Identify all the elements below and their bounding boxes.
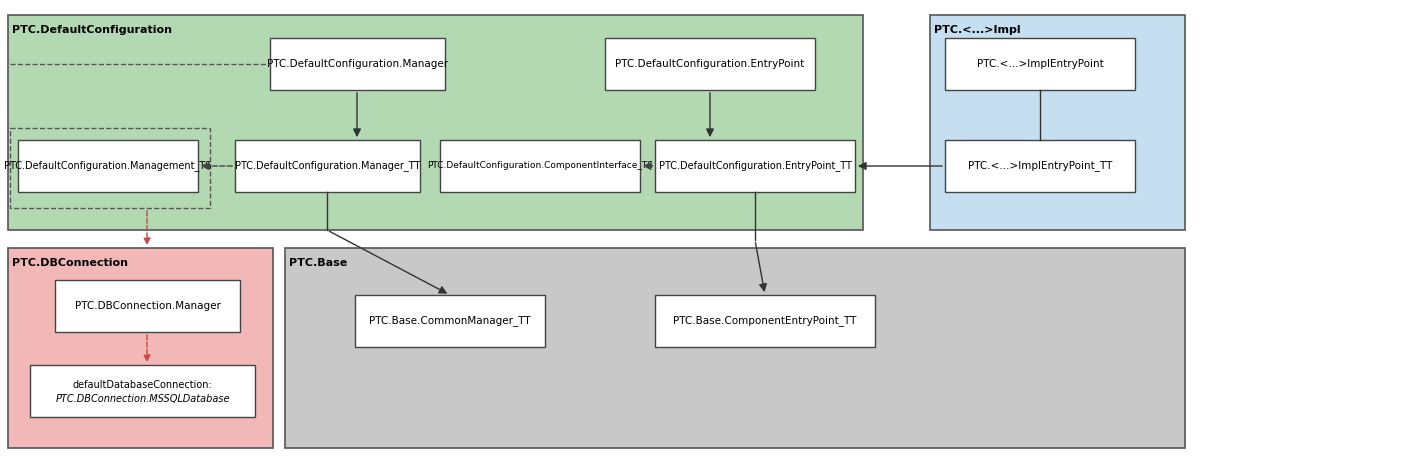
Bar [10,128,211,208]
Bar [285,248,1185,448]
Text: PTC.DefaultConfiguration.EntryPoint: PTC.DefaultConfiguration.EntryPoint [615,59,804,69]
Bar [8,248,272,448]
Bar [270,38,445,90]
Bar [355,295,545,347]
Text: PTC.Base.CommonManager_TT: PTC.Base.CommonManager_TT [369,315,531,326]
Text: PTC.DefaultConfiguration.ComponentInterface_TS: PTC.DefaultConfiguration.ComponentInterf… [427,161,653,171]
Bar [18,140,198,192]
Bar [234,140,420,192]
Text: PTC.DefaultConfiguration.Management_TS: PTC.DefaultConfiguration.Management_TS [4,160,212,171]
Text: PTC.Base: PTC.Base [289,258,347,268]
Text: PTC.<...>Impl: PTC.<...>Impl [934,25,1021,35]
Text: PTC.DBConnection.Manager: PTC.DBConnection.Manager [74,301,220,311]
Text: PTC.DefaultConfiguration: PTC.DefaultConfiguration [13,25,173,35]
Bar [8,15,863,230]
Text: PTC.DefaultConfiguration.Manager_TT: PTC.DefaultConfiguration.Manager_TT [234,160,420,171]
Text: PTC.DefaultConfiguration.EntryPoint_TT: PTC.DefaultConfiguration.EntryPoint_TT [658,160,851,171]
Text: PTC.DefaultConfiguration.Manager: PTC.DefaultConfiguration.Manager [267,59,448,69]
Bar [439,140,640,192]
Text: PTC.DBConnection.MSSQLDatabase: PTC.DBConnection.MSSQLDatabase [55,394,230,404]
Bar [945,38,1134,90]
Text: defaultDatabaseConnection:: defaultDatabaseConnection: [73,380,212,390]
Text: PTC.Base.ComponentEntryPoint_TT: PTC.Base.ComponentEntryPoint_TT [674,315,856,326]
Bar [945,140,1134,192]
Text: PTC.<...>ImplEntryPoint_TT: PTC.<...>ImplEntryPoint_TT [967,160,1112,171]
Text: PTC.<...>ImplEntryPoint: PTC.<...>ImplEntryPoint [977,59,1104,69]
Bar [656,295,875,347]
Text: PTC.DBConnection: PTC.DBConnection [13,258,128,268]
Bar [929,15,1185,230]
Bar [55,280,240,332]
Bar [29,365,256,417]
Bar [656,140,855,192]
Bar [605,38,814,90]
